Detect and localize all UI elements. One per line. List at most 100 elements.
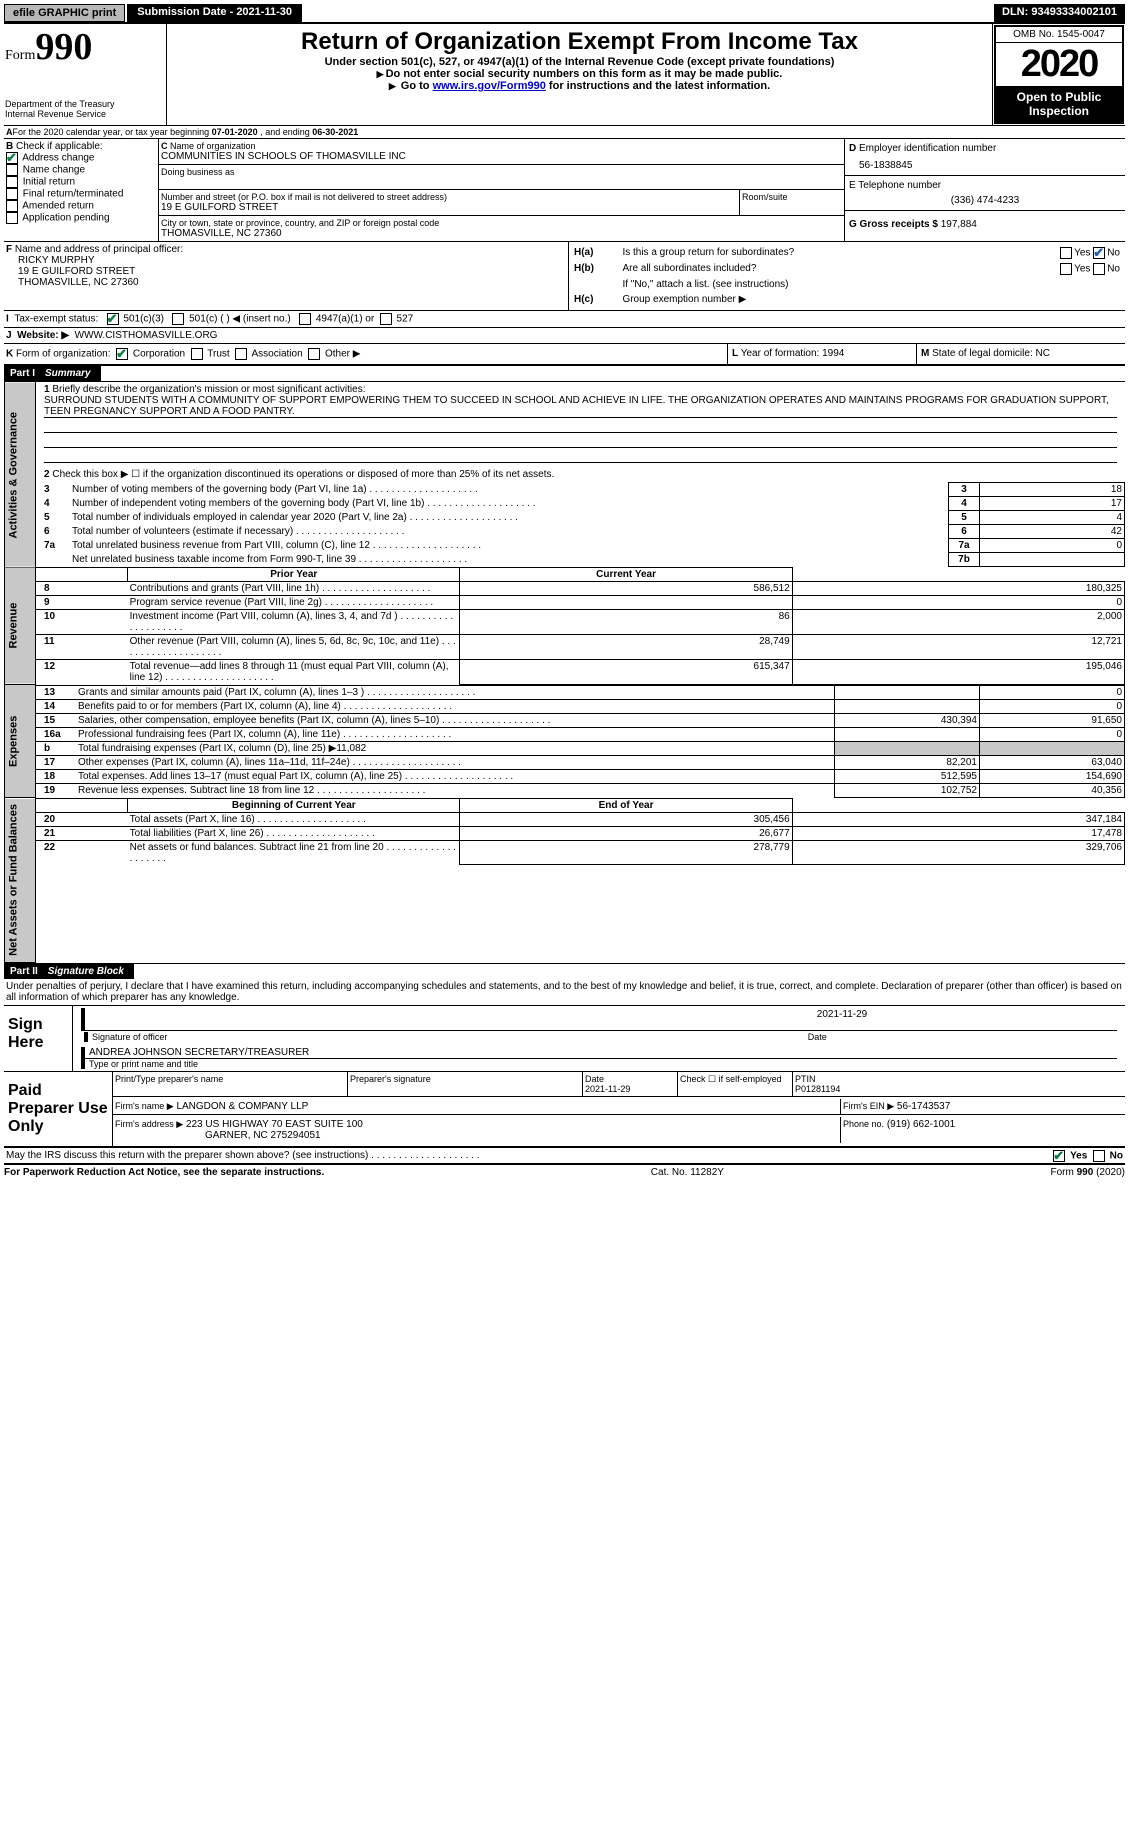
4947-checkbox[interactable]	[299, 313, 311, 325]
gross-label: G Gross receipts $	[849, 219, 938, 230]
hb-no-checkbox[interactable]	[1093, 263, 1105, 275]
col-boy: Beginning of Current Year	[128, 798, 460, 812]
opt-assoc: Association	[252, 349, 303, 360]
opt-trust: Trust	[207, 349, 229, 360]
trust-checkbox[interactable]	[191, 348, 203, 360]
tax-status-label: Tax-exempt status:	[14, 314, 98, 325]
dept-label: Department of the Treasury	[5, 99, 165, 109]
name-type-label: Type or print name and title	[81, 1059, 1117, 1069]
part2-title: Signature Block	[44, 964, 134, 979]
hb-label: Are all subordinates included?	[621, 262, 988, 276]
year-form-val: 1994	[822, 348, 844, 359]
opt-other: Other ▶	[325, 349, 360, 360]
hb-yes-checkbox[interactable]	[1060, 263, 1072, 275]
city-label: City or town, state or province, country…	[161, 218, 842, 228]
boxB-checkbox[interactable]	[6, 176, 18, 188]
ha-label: Is this a group return for subordinates?	[621, 246, 988, 260]
opt-501c: 501(c) ( ) ◀ (insert no.)	[189, 314, 291, 325]
mission-text: SURROUND STUDENTS WITH A COMMUNITY OF SU…	[44, 395, 1117, 418]
ein-label: Employer identification number	[859, 143, 996, 154]
ha-no-checkbox[interactable]	[1093, 247, 1105, 259]
527-checkbox[interactable]	[380, 313, 392, 325]
boxB-checkbox[interactable]	[6, 152, 18, 164]
boxB-checkbox[interactable]	[6, 188, 18, 200]
501c3-checkbox[interactable]	[107, 313, 119, 325]
discuss-yes-checkbox[interactable]	[1053, 1150, 1065, 1162]
year-form-label: Year of formation:	[741, 348, 820, 359]
ptin-label: PTIN	[795, 1074, 816, 1084]
topbar: efile GRAPHIC print Submission Date - 20…	[4, 4, 1125, 24]
prep-col1: Print/Type preparer's name	[113, 1072, 348, 1097]
row-i: I Tax-exempt status: 501(c)(3) 501(c) ( …	[4, 311, 1125, 328]
form-header: Form990 Department of the Treasury Inter…	[4, 24, 1125, 126]
period-end: 06-30-2021	[312, 127, 358, 137]
opt-501c3: 501(c)(3)	[123, 314, 164, 325]
instr-pre: Go to	[401, 80, 433, 92]
discuss-yes: Yes	[1070, 1150, 1087, 1161]
boxC-name-label: Name of organization	[170, 141, 256, 151]
form990-link[interactable]: www.irs.gov/Form990	[433, 80, 546, 92]
firm-phone: (919) 662-1001	[887, 1119, 955, 1130]
year-box: OMB No. 1545-0047 2020 Open to Public In…	[994, 25, 1124, 124]
website-label: Website: ▶	[17, 330, 69, 341]
domicile-val: NC	[1036, 348, 1050, 359]
prep-col3: Date	[585, 1074, 604, 1084]
footer-right: Form 990 (2020)	[1051, 1167, 1125, 1178]
dln-badge: DLN: 93493334002101	[994, 4, 1125, 22]
officer-label: Name and address of principal officer:	[15, 244, 183, 255]
prep-date: 2021-11-29	[585, 1084, 630, 1094]
row-j: J Website: ▶ WWW.CISTHOMASVILLE.ORG	[4, 328, 1125, 344]
sign-date: 2021-11-29	[807, 1008, 1117, 1031]
boxB-checkbox[interactable]	[6, 164, 18, 176]
part1-header: Part ISummary	[4, 366, 1125, 381]
row-klm: K Form of organization: Corporation Trus…	[4, 344, 1125, 366]
efile-button[interactable]: efile GRAPHIC print	[4, 4, 125, 22]
col-prior: Prior Year	[128, 568, 460, 582]
period-begin: 07-01-2020	[212, 127, 258, 137]
officer-name: RICKY MURPHY	[18, 255, 566, 266]
discuss-no-checkbox[interactable]	[1093, 1150, 1105, 1162]
boxB-label: B Check if applicable:	[6, 141, 156, 152]
part1-badge: Part I	[4, 366, 41, 381]
sign-here-label: Sign Here	[4, 1006, 73, 1072]
form-word: Form	[5, 48, 35, 63]
firm-label: Firm's name ▶	[115, 1101, 174, 1111]
part1-title: Summary	[41, 366, 101, 381]
dba-label: Doing business as	[161, 167, 842, 177]
boxB-checkbox[interactable]	[6, 200, 18, 212]
ha-yes-checkbox[interactable]	[1060, 247, 1072, 259]
footer-left: For Paperwork Reduction Act Notice, see …	[4, 1167, 324, 1178]
officer-block: F Name and address of principal officer:…	[4, 242, 1125, 311]
instr-ssn: Do not enter social security numbers on …	[187, 68, 972, 80]
firm-ein-label: Firm's EIN ▶	[843, 1101, 894, 1111]
submission-date-badge: Submission Date - 2021-11-30	[127, 4, 302, 22]
sign-block: Sign Here 2021-11-29 Signature of office…	[4, 1006, 1125, 1072]
assoc-checkbox[interactable]	[235, 348, 247, 360]
preparer-block: Paid Preparer Use Only Print/Type prepar…	[4, 1072, 1125, 1148]
formorg-label: Form of organization:	[16, 349, 111, 360]
hc-label: Group exemption number ▶	[621, 293, 1121, 306]
firm-name: LANGDON & COMPANY LLP	[176, 1101, 308, 1112]
part1-body: Activities & Governance 1 Briefly descri…	[4, 381, 1125, 963]
part2-header: Part IISignature Block	[4, 963, 1125, 979]
vtab-netassets: Net Assets or Fund Balances	[5, 798, 36, 963]
instr-link: Go to www.irs.gov/Form990 for instructio…	[187, 80, 972, 92]
ha-yes: Yes	[1074, 248, 1090, 259]
501c-checkbox[interactable]	[172, 313, 184, 325]
vtab-governance: Activities & Governance	[5, 382, 36, 568]
discuss-q: May the IRS discuss this return with the…	[6, 1150, 368, 1161]
org-city: THOMASVILLE, NC 27360	[161, 228, 842, 239]
form-subtitle: Under section 501(c), 527, or 4947(a)(1)…	[187, 56, 972, 68]
officer-printed-name: ANDREA JOHNSON SECRETARY/TREASURER	[81, 1047, 1117, 1059]
domicile-label: State of legal domicile:	[932, 348, 1033, 359]
tax-year: 2020	[996, 43, 1122, 86]
discuss-no: No	[1110, 1150, 1123, 1161]
vtab-revenue: Revenue	[5, 567, 36, 685]
boxB-checkbox[interactable]	[6, 212, 18, 224]
ptin-val: P01281194	[795, 1084, 840, 1094]
other-checkbox[interactable]	[308, 348, 320, 360]
prep-col2: Preparer's signature	[348, 1072, 583, 1097]
corp-checkbox[interactable]	[116, 348, 128, 360]
discuss-row: May the IRS discuss this return with the…	[4, 1148, 1125, 1165]
omb-number: OMB No. 1545-0047	[996, 27, 1122, 43]
